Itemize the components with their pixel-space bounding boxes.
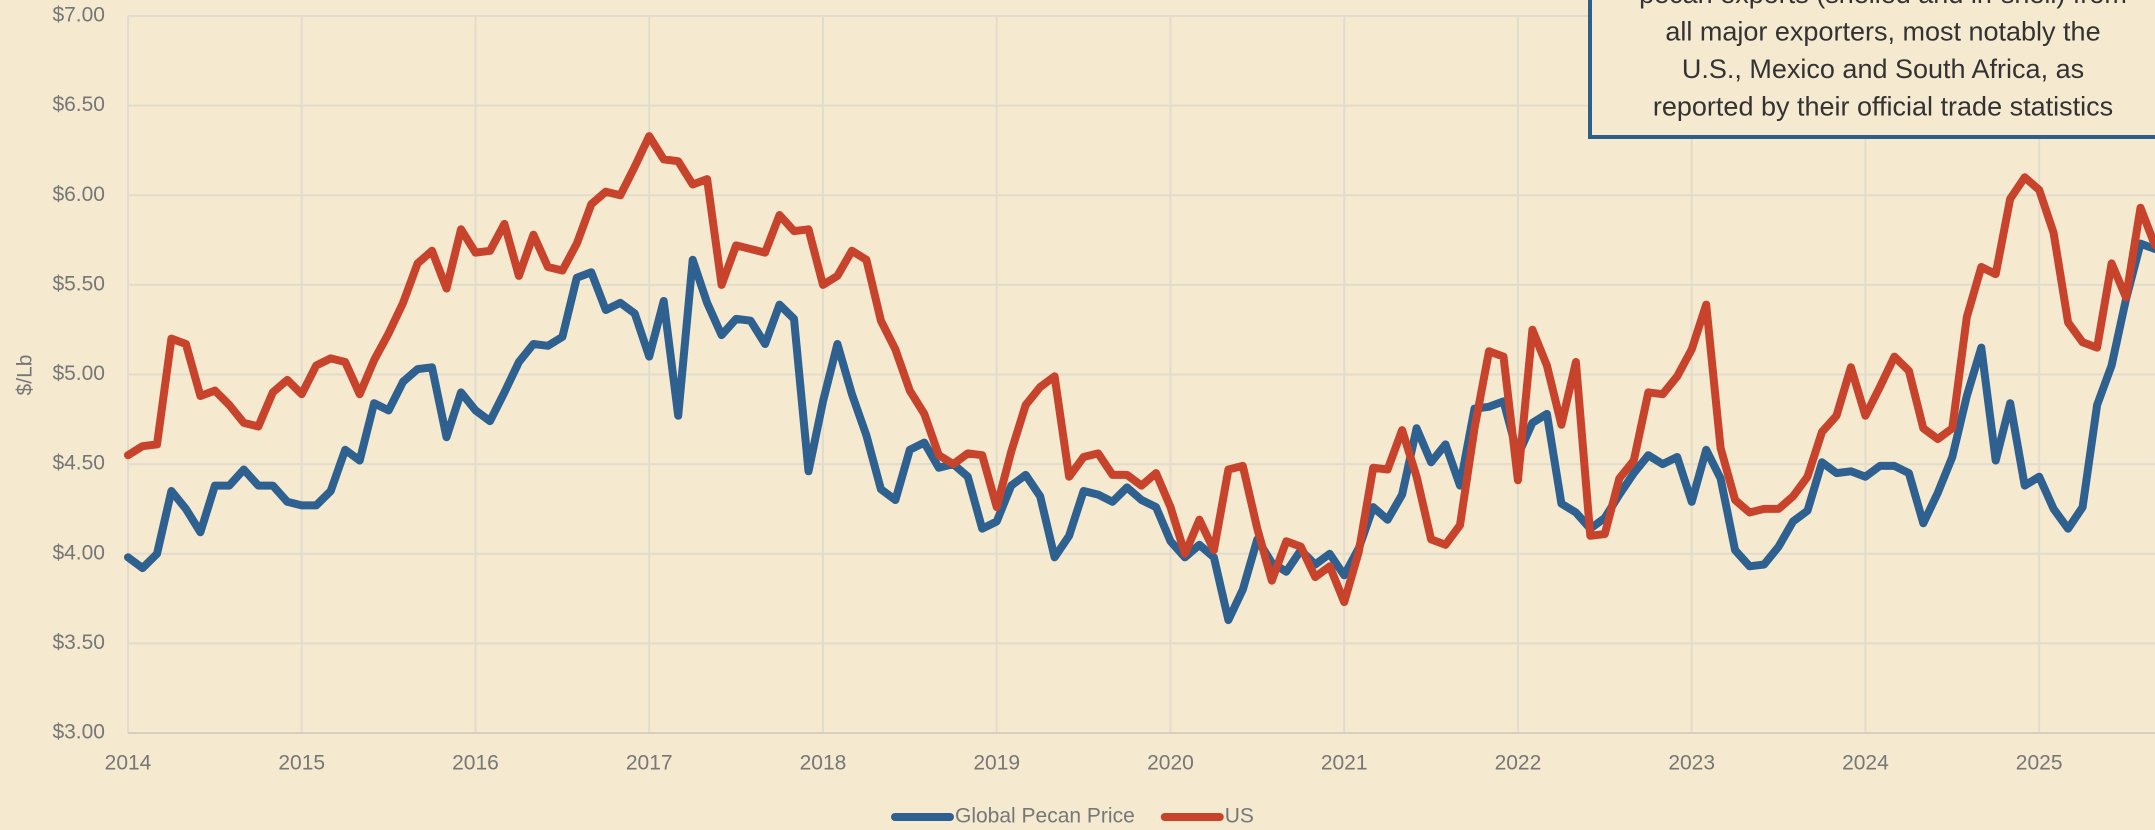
annotation-text: reported by their official trade statist…	[1653, 92, 2113, 122]
x-tick-label: 2025	[2016, 752, 2063, 775]
line-series	[124, 239, 2155, 625]
y-axis-label: $/Lb	[14, 355, 37, 396]
legend-label: Global Pecan Price	[955, 805, 1135, 828]
x-tick-label: 2019	[973, 752, 1020, 775]
y-tick-label: $4.50	[52, 452, 105, 475]
y-tick-label: $4.00	[52, 541, 105, 564]
annotation-box	[1588, 0, 2155, 139]
x-tick-label: 2017	[626, 752, 673, 775]
annotation-text: U.S., Mexico and South Africa, as	[1682, 54, 2084, 84]
legend-label: US	[1225, 805, 1254, 828]
y-tick-label: $5.50	[52, 272, 105, 295]
x-tick-label: 2024	[1842, 752, 1889, 775]
x-tick-label: 2014	[105, 752, 152, 775]
y-tick-label: $7.00	[52, 4, 105, 27]
x-tick-label: 2022	[1495, 752, 1542, 775]
y-tick-label: $3.00	[52, 721, 105, 744]
annotation-text: pecan exports (shelled and in-shell) fro…	[1639, 0, 2127, 9]
x-tick-label: 2018	[800, 752, 847, 775]
x-tick-label: 2020	[1147, 752, 1194, 775]
y-tick-label: $6.50	[52, 93, 105, 116]
line-series	[124, 132, 2155, 607]
y-tick-label: $6.00	[52, 183, 105, 206]
x-tick-label: 2023	[1668, 752, 1715, 775]
x-tick-label: 2016	[452, 752, 499, 775]
y-tick-label: $3.50	[52, 631, 105, 654]
y-tick-label: $5.00	[52, 362, 105, 385]
annotation-text: all major exporters, most notably the	[1665, 17, 2100, 47]
x-tick-label: 2021	[1321, 752, 1368, 775]
x-tick-label: 2015	[278, 752, 325, 775]
